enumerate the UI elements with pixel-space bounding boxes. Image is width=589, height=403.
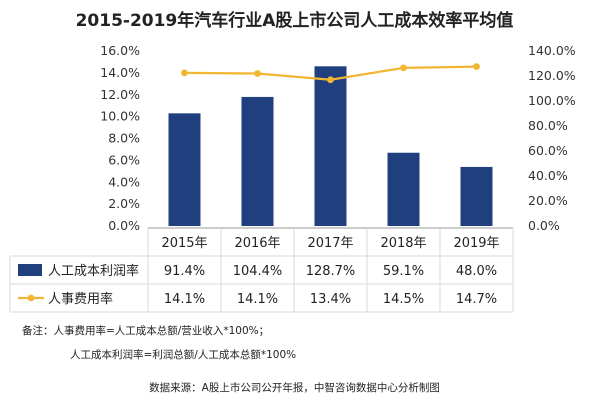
right-axis-tick-label: 60.0%: [528, 143, 568, 158]
category-label: 2016年: [234, 236, 280, 251]
left-axis: 0.0% 2.0% 4.0% 6.0% 8.0% 10.0% 12.0% 14.0% 16.0%: [100, 43, 140, 233]
bar: [460, 166, 493, 226]
legend-swatch-marker: [27, 294, 35, 302]
left-axis-tick-label: 0.0%: [108, 218, 140, 233]
line-point: [400, 64, 407, 72]
left-axis-tick-label: 16.0%: [100, 43, 140, 58]
right-axis-tick-label: 120.0%: [528, 68, 576, 83]
right-axis: 0.0% 20.0% 40.0% 60.0% 80.0% 100.0% 120.0% 140.…: [528, 43, 576, 233]
left-axis-tick-label: 14.0%: [100, 65, 140, 80]
table-value: 59.1%: [383, 264, 424, 279]
table-value: 91.4%: [164, 264, 205, 279]
right-axis-tick-label: 20.0%: [528, 193, 568, 208]
note-line-2: 人工成本利润率=利润总额/人工成本总额*100%: [70, 349, 297, 361]
table-value: 14.7%: [456, 292, 497, 307]
table-value: 104.4%: [233, 264, 283, 279]
table-value: 13.4%: [310, 292, 351, 307]
line-point: [327, 76, 334, 84]
right-axis-tick-label: 100.0%: [528, 93, 576, 108]
table-value: 14.1%: [237, 292, 278, 307]
right-axis-tick-label: 80.0%: [528, 118, 568, 133]
right-axis-tick-label: 40.0%: [528, 168, 568, 183]
table-value: 48.0%: [456, 264, 497, 279]
line-point: [254, 70, 261, 77]
legend-swatch-bar: [18, 264, 42, 276]
table-value: 128.7%: [306, 264, 356, 279]
right-axis-tick-label: 140.0%: [528, 43, 576, 58]
category-label: 2015年: [161, 236, 207, 251]
bar: [241, 96, 274, 226]
bar: [314, 66, 347, 226]
bar: [387, 152, 420, 226]
category-label: 2018年: [380, 236, 426, 251]
chart-canvas: 0.0% 2.0% 4.0% 6.0% 8.0% 10.0% 12.0% 14.0% 16.0%…: [9, 43, 576, 313]
left-axis-tick-label: 10.0%: [100, 109, 140, 124]
data-source: 数据来源：A股上市公司公开年报，中智咨询数据中心分析制图: [149, 382, 440, 394]
table-value: 14.5%: [383, 292, 424, 307]
bar: [168, 113, 201, 226]
left-axis-tick-label: 2.0%: [108, 196, 140, 211]
left-axis-tick-label: 12.0%: [100, 87, 140, 102]
line-point: [473, 63, 480, 71]
category-label: 2019年: [453, 236, 499, 251]
line-series: [181, 63, 480, 84]
right-axis-tick-label: 0.0%: [528, 218, 560, 233]
chart-title: 2015-2019年汽车行业A股上市公司人工成本效率平均值: [75, 11, 514, 31]
table-value: 14.1%: [164, 292, 205, 307]
left-axis-tick-label: 8.0%: [108, 131, 140, 146]
left-axis-tick-label: 4.0%: [108, 174, 140, 189]
legend-label: 人工成本利润率: [48, 263, 139, 279]
legend-label: 人事费用率: [48, 291, 113, 307]
left-axis-tick-label: 6.0%: [108, 152, 140, 167]
note-line-1: 备注：人事费用率=人工成本总额/营业收入*100%；: [22, 325, 270, 337]
category-label: 2017年: [307, 236, 353, 251]
bar-series: [168, 66, 493, 226]
line-point: [181, 69, 188, 77]
